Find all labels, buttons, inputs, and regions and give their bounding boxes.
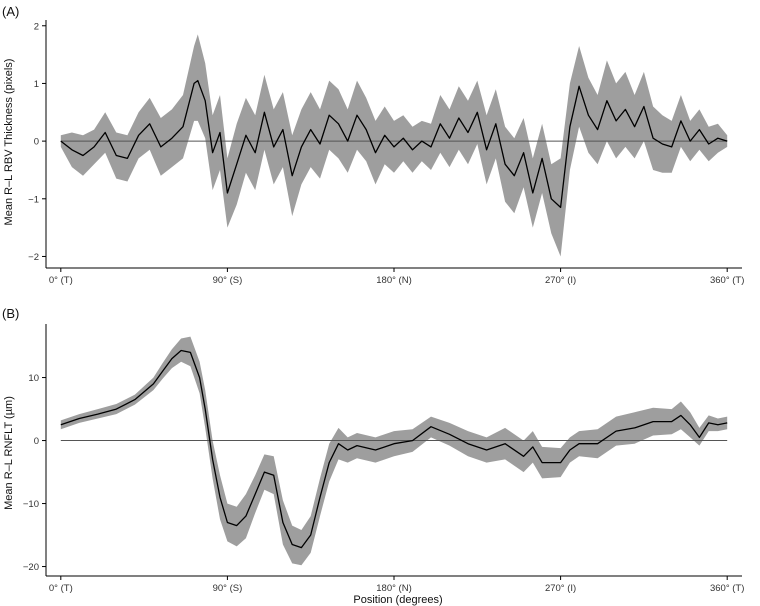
panel-a-x-tick-label: 360° (T) [710,275,744,286]
panel-b-y-tick-label: 10 [28,373,39,384]
panel-b-band-area [60,336,728,566]
panel-a-y-tick-label: 1 [34,79,39,90]
panel-b-x-tick-label: 90° (S) [213,583,243,594]
panel-a: (A) −2 −1 0 1 2 0° (T) 90° (S) 180° (N) 270° (I)… [2,4,744,286]
panel-b-mean-line [60,349,728,549]
panel-b-axes: −20 −10 0 10 0° (T) 90° (S) 180° (N) 270° (I) 36… [23,324,744,594]
panel-a-y-tick-label: −1 [28,194,39,205]
panel-a-y-tick-label: 0 [34,137,39,148]
panel-a-band-area [60,34,728,257]
panel-b-y-tick-label: −10 [23,499,39,510]
panel-a-confidence-band [60,34,728,257]
panel-b-mean-polyline [60,349,728,549]
panel-a-mean-line [60,79,728,209]
panel-b-x-axis-title: Position (degrees) [353,594,442,606]
panel-b-y-tick-label: 0 [34,436,39,447]
panel-b-x-tick-label: 0° (T) [49,583,73,594]
panel-a-x-tick-label: 270° (I) [545,275,576,286]
panel-b-y-tick-label: −20 [23,562,39,573]
panel-a-x-tick-label: 90° (S) [213,275,243,286]
panel-a-mean-polyline [60,79,728,209]
panel-a-y-tick-label: 2 [34,21,39,32]
panel-a-tag: (A) [2,4,19,19]
panel-b-confidence-band [60,336,728,566]
panel-b-y-axis-title: Mean R–L RNFLT (µm) [3,396,15,510]
panel-a-axes: −2 −1 0 1 2 0° (T) 90° (S) 180° (N) 270° (I) 360°… [28,20,744,286]
panel-b-x-tick-label: 180° (N) [376,583,411,594]
panel-b-x-tick-label: 360° (T) [710,583,744,594]
panel-a-x-tick-label: 0° (T) [49,275,73,286]
panel-b: (B) −20 −10 0 10 0° (T) 90° (S) 180° (N) 270° (… [2,306,744,606]
panel-a-y-axis-title: Mean R–L RBV Thickness (pixels) [3,59,15,226]
panel-b-tag: (B) [2,306,19,321]
panel-a-x-tick-label: 180° (N) [376,275,411,286]
panel-b-x-tick-label: 270° (I) [545,583,576,594]
panel-a-y-tick-label: −2 [28,252,39,263]
